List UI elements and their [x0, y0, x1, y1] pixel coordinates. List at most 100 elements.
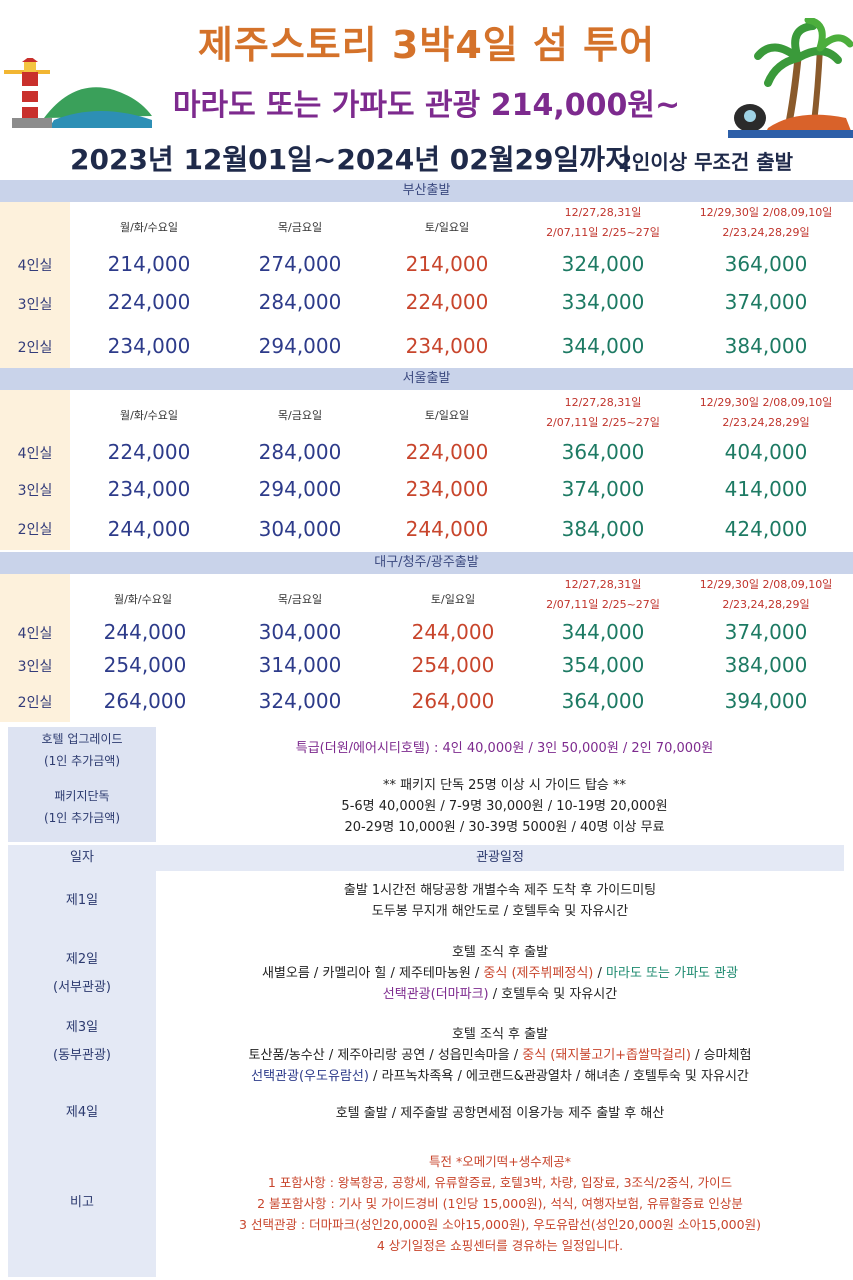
col-weekend: 토/일요일 — [424, 221, 470, 234]
day1-plan: 출발 1시간전 해당공항 개별수속 제주 도착 후 가이드미팅 도두봉 무지개 해… — [343, 883, 657, 919]
palm-tree-illustration — [728, 18, 853, 138]
price-cell: 274,000 — [258, 252, 342, 276]
price-cell: 414,000 — [724, 477, 808, 501]
col-special1: 12/27,28,31일 2/07,11일 2/25~27일 — [546, 206, 660, 239]
price-cell: 324,000 — [258, 689, 342, 713]
schedule-header — [156, 845, 844, 871]
price-cell: 264,000 — [103, 689, 187, 713]
price-cell: 344,000 — [561, 334, 645, 358]
price-cell: 384,000 — [724, 653, 808, 677]
price-cell: 224,000 — [107, 440, 191, 464]
price-cell: 294,000 — [258, 334, 342, 358]
info-label-column — [8, 727, 156, 842]
day3-plan: 호텔 조식 후 출발 토산품/농수산 / 제주아리랑 공연 / 성읍민속마을 /… — [248, 1027, 752, 1084]
price-headline: 마라도 또는 가파도 관광 214,000원~ — [172, 88, 681, 123]
upgrade-label: 호텔 업그레이드 (1인 추가금액) — [41, 732, 123, 768]
price-cell: 224,000 — [107, 290, 191, 314]
price-cell: 254,000 — [411, 653, 495, 677]
note-label: 비고 — [70, 1195, 94, 1210]
price-cell: 264,000 — [411, 689, 495, 713]
day4-label: 제4일 — [65, 1105, 99, 1120]
price-cell: 304,000 — [258, 620, 342, 644]
price-cell: 344,000 — [561, 620, 645, 644]
room-column — [0, 390, 70, 550]
price-cell: 214,000 — [107, 252, 191, 276]
price-cell: 254,000 — [103, 653, 187, 677]
room-label: 3인실 — [17, 483, 53, 499]
col-thufri: 목/금요일 — [277, 409, 323, 422]
col-special1: 12/27,28,31일 2/07,11일 2/25~27일 — [546, 396, 660, 429]
day3-label: 제3일 (동부관광) — [53, 1020, 111, 1063]
day1-label: 제1일 — [65, 893, 99, 908]
price-cell: 234,000 — [107, 334, 191, 358]
price-cell: 404,000 — [724, 440, 808, 464]
col-thufri: 목/금요일 — [277, 221, 323, 234]
room-label: 3인실 — [17, 659, 53, 675]
col-weekday: 월/화/수요일 — [119, 409, 178, 422]
price-cell: 224,000 — [405, 290, 489, 314]
price-cell: 244,000 — [103, 620, 187, 644]
price-cell: 244,000 — [405, 517, 489, 541]
price-cell: 224,000 — [405, 440, 489, 464]
price-cell: 234,000 — [107, 477, 191, 501]
price-cell: 234,000 — [405, 477, 489, 501]
room-label: 4인실 — [17, 626, 53, 642]
price-cell: 364,000 — [724, 252, 808, 276]
room-column — [0, 202, 70, 368]
price-cell: 364,000 — [561, 440, 645, 464]
col-special1: 12/27,28,31일 2/07,11일 2/25~27일 — [546, 578, 660, 611]
col-weekend: 토/일요일 — [424, 409, 470, 422]
room-label: 4인실 — [17, 446, 53, 462]
schedule-day-column — [8, 845, 156, 1277]
section-bar-seoul: 서울출발 — [0, 368, 853, 390]
package-text: ** 패키지 단독 25명 이상 시 가이드 탑승 ** 5-6명 40,000원… — [341, 778, 668, 835]
price-cell: 354,000 — [561, 653, 645, 677]
price-cell: 284,000 — [258, 440, 342, 464]
package-label: 패키지단독 (1인 추가금액) — [43, 789, 120, 825]
room-label: 2인실 — [17, 695, 53, 711]
day4-plan: 호텔 출발 / 제주출발 공항면세점 이용가능 제주 출발 후 해산 — [335, 1106, 665, 1121]
col-special2: 12/29,30일 2/08,09,10일 2/23,24,28,29일 — [699, 396, 833, 429]
departure-condition: 2인이상 무조건 출발 — [618, 150, 794, 174]
price-cell: 294,000 — [258, 477, 342, 501]
col-special2: 12/29,30일 2/08,09,10일 2/23,24,28,29일 — [699, 206, 833, 239]
note-text: 특전 *오메기떡+생수제공* 1 포함사항 : 왕복항공, 공항세, 유류할증료… — [239, 1154, 761, 1253]
section-bar-busan: 부산출발 — [0, 180, 853, 202]
col-weekend: 토/일요일 — [430, 593, 476, 606]
section-bar-daegu: 대구/청주/광주출발 — [0, 552, 853, 574]
price-cell: 244,000 — [411, 620, 495, 644]
lighthouse-illustration — [4, 58, 152, 128]
page-title: 제주스토리 3박4일 섬 투어 — [197, 23, 656, 67]
price-cell: 324,000 — [561, 252, 645, 276]
period: 2023년 12월01일~2024년 02월29일까지 — [70, 143, 631, 176]
col-special2: 12/29,30일 2/08,09,10일 2/23,24,28,29일 — [699, 578, 833, 611]
price-cell: 284,000 — [258, 290, 342, 314]
price-cell: 234,000 — [405, 334, 489, 358]
upgrade-text: 특급(더원/에어시티호텔) : 4인 40,000원 / 3인 50,000원 … — [295, 741, 714, 756]
price-cell: 214,000 — [405, 252, 489, 276]
price-cell: 384,000 — [561, 517, 645, 541]
day2-plan: 호텔 조식 후 출발 새별오름 / 카멜리아 힐 / 제주테마농원 / 중식 (… — [261, 945, 739, 1002]
price-cell: 364,000 — [561, 689, 645, 713]
room-column — [0, 574, 70, 722]
price-cell: 304,000 — [258, 517, 342, 541]
price-cell: 244,000 — [107, 517, 191, 541]
col-weekday: 월/화/수요일 — [119, 221, 178, 234]
price-cell: 374,000 — [561, 477, 645, 501]
col-plan-header: 관광일정 — [476, 850, 524, 865]
room-label: 3인실 — [17, 297, 53, 313]
col-day-header: 일자 — [70, 850, 94, 865]
price-cell: 314,000 — [258, 653, 342, 677]
price-cell: 334,000 — [561, 290, 645, 314]
col-weekday: 월/화/수요일 — [113, 593, 172, 606]
price-cell: 384,000 — [724, 334, 808, 358]
room-label: 4인실 — [17, 258, 53, 274]
day2-label: 제2일 (서부관광) — [53, 952, 111, 995]
room-label: 2인실 — [17, 340, 53, 356]
room-label: 2인실 — [17, 522, 53, 538]
price-cell: 374,000 — [724, 620, 808, 644]
price-cell: 394,000 — [724, 689, 808, 713]
price-cell: 424,000 — [724, 517, 808, 541]
price-cell: 374,000 — [724, 290, 808, 314]
col-thufri: 목/금요일 — [277, 593, 323, 606]
